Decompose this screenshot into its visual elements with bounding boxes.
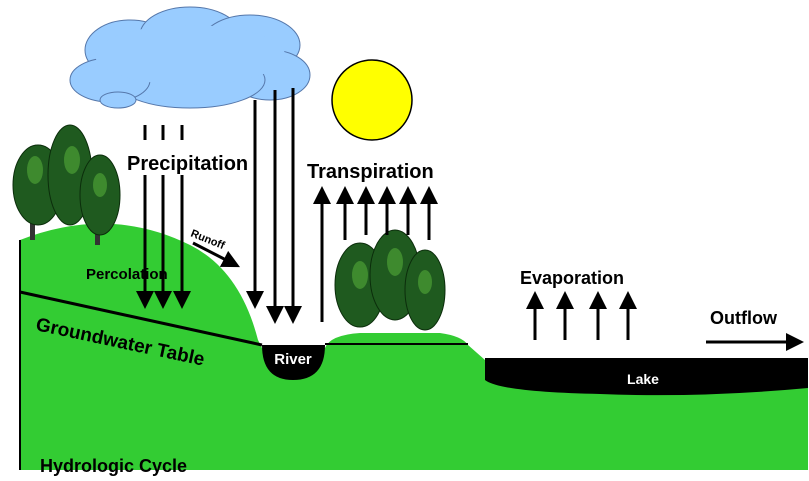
river-label: River: [274, 351, 312, 368]
precipitation-label: Precipitation: [127, 153, 248, 175]
sun: [332, 60, 412, 140]
lake-label: Lake: [627, 371, 659, 387]
evaporation-arrows: [535, 300, 628, 340]
transpiration-label: Transpiration: [307, 161, 434, 183]
outflow-label: Outflow: [710, 308, 778, 328]
percolation-label: Percolation: [86, 266, 168, 283]
trees-middle: [335, 230, 445, 330]
evaporation-label: Evaporation: [520, 268, 624, 288]
diagram: Precipitation Transpiration Runoff Perco…: [0, 0, 809, 481]
page: Precipitation Transpiration Runoff Perco…: [0, 0, 809, 481]
diagram-title: Hydrologic Cycle: [40, 456, 187, 476]
cloud-swirl: [100, 92, 136, 108]
